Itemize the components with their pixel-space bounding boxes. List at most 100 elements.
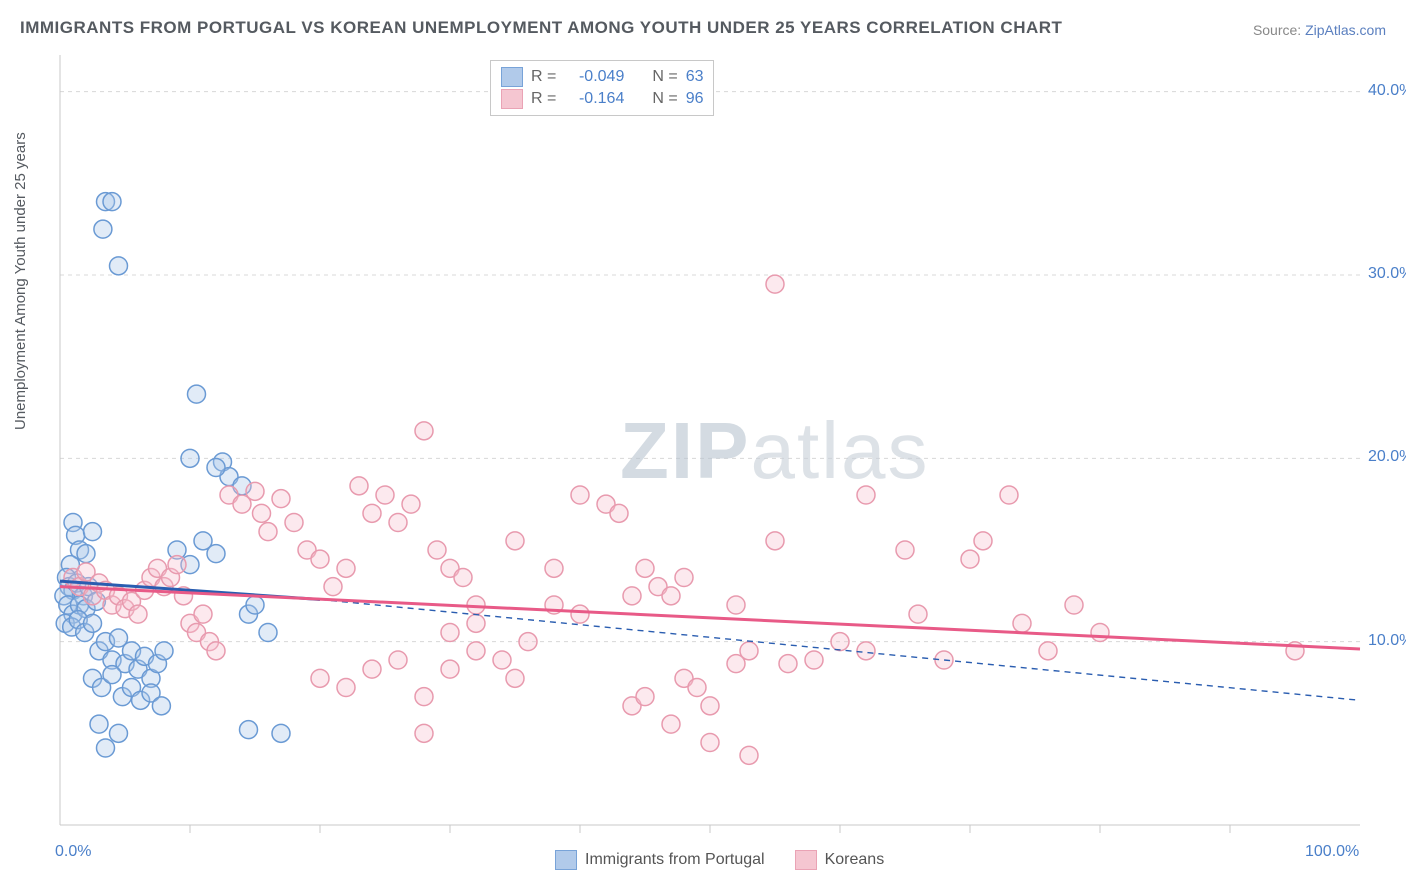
y-tick-label: 40.0% — [1368, 82, 1406, 100]
data-point — [779, 655, 797, 673]
data-point — [506, 669, 524, 687]
legend-swatch — [501, 67, 523, 87]
data-point — [129, 605, 147, 623]
data-point — [623, 587, 641, 605]
data-point — [662, 587, 680, 605]
data-point — [350, 477, 368, 495]
data-point — [740, 642, 758, 660]
data-point — [168, 556, 186, 574]
data-point — [766, 275, 784, 293]
data-point — [84, 523, 102, 541]
legend-swatch — [795, 850, 817, 870]
data-point — [246, 482, 264, 500]
data-point — [110, 724, 128, 742]
data-point — [441, 660, 459, 678]
data-point — [84, 614, 102, 632]
data-point — [701, 697, 719, 715]
data-point — [90, 715, 108, 733]
data-point — [675, 569, 693, 587]
data-point — [493, 651, 511, 669]
data-point — [110, 257, 128, 275]
y-tick-label: 30.0% — [1368, 265, 1406, 283]
stats-legend-row: R = -0.164 N = 96 — [501, 89, 703, 109]
x-tick-label: 0.0% — [55, 843, 91, 861]
series-legend: Immigrants from Portugal Koreans — [555, 850, 884, 870]
data-point — [207, 545, 225, 563]
n-label: N = — [652, 68, 677, 86]
r-label: R = — [531, 68, 556, 86]
source-attribution: Source: ZipAtlas.com — [1253, 22, 1386, 38]
legend-swatch — [501, 89, 523, 109]
data-point — [636, 559, 654, 577]
data-point — [688, 679, 706, 697]
data-point — [363, 504, 381, 522]
data-point — [961, 550, 979, 568]
data-point — [571, 486, 589, 504]
source-link[interactable]: ZipAtlas.com — [1305, 22, 1386, 38]
data-point — [1000, 486, 1018, 504]
data-point — [415, 724, 433, 742]
data-point — [467, 642, 485, 660]
data-point — [805, 651, 823, 669]
data-point — [1039, 642, 1057, 660]
chart-title: IMMIGRANTS FROM PORTUGAL VS KOREAN UNEMP… — [20, 18, 1062, 38]
data-point — [545, 559, 563, 577]
data-point — [188, 385, 206, 403]
data-point — [467, 614, 485, 632]
chart-area: ZIPatlas R =-0.049N =63R =-0.164N =96 Im… — [50, 55, 1390, 855]
data-point — [240, 721, 258, 739]
data-point — [1091, 624, 1109, 642]
data-point — [519, 633, 537, 651]
scatter-chart-svg — [50, 55, 1406, 885]
data-point — [831, 633, 849, 651]
data-point — [636, 688, 654, 706]
data-point — [415, 688, 433, 706]
data-point — [766, 532, 784, 550]
n-label: N = — [652, 90, 677, 108]
n-value: 63 — [686, 68, 704, 86]
data-point — [662, 715, 680, 733]
r-label: R = — [531, 90, 556, 108]
legend-label: Koreans — [825, 851, 885, 869]
data-point — [103, 193, 121, 211]
stats-legend-row: R = -0.049 N = 63 — [501, 67, 703, 87]
data-point — [454, 569, 472, 587]
data-point — [311, 550, 329, 568]
data-point — [701, 734, 719, 752]
r-value: -0.164 — [564, 90, 624, 108]
data-point — [506, 532, 524, 550]
y-axis-label: Unemployment Among Youth under 25 years — [12, 132, 29, 430]
data-point — [97, 739, 115, 757]
data-point — [428, 541, 446, 559]
data-point — [376, 486, 394, 504]
data-point — [272, 724, 290, 742]
data-point — [181, 449, 199, 467]
legend-item: Immigrants from Portugal — [555, 850, 765, 870]
data-point — [246, 596, 264, 614]
data-point — [207, 459, 225, 477]
data-point — [337, 559, 355, 577]
data-point — [896, 541, 914, 559]
data-point — [909, 605, 927, 623]
data-point — [727, 596, 745, 614]
data-point — [285, 514, 303, 532]
data-point — [389, 651, 407, 669]
source-prefix: Source: — [1253, 22, 1305, 38]
data-point — [194, 605, 212, 623]
data-point — [152, 697, 170, 715]
x-tick-label: 100.0% — [1305, 843, 1359, 861]
data-point — [77, 545, 95, 563]
data-point — [259, 523, 277, 541]
data-point — [857, 486, 875, 504]
n-value: 96 — [686, 90, 704, 108]
data-point — [857, 642, 875, 660]
data-point — [740, 746, 758, 764]
legend-label: Immigrants from Portugal — [585, 851, 765, 869]
data-point — [363, 660, 381, 678]
r-value: -0.049 — [564, 68, 624, 86]
data-point — [253, 504, 271, 522]
data-point — [974, 532, 992, 550]
data-point — [94, 220, 112, 238]
stats-legend-box: R = -0.049 N = 63 R = -0.164 N = 96 — [490, 60, 714, 116]
data-point — [441, 624, 459, 642]
